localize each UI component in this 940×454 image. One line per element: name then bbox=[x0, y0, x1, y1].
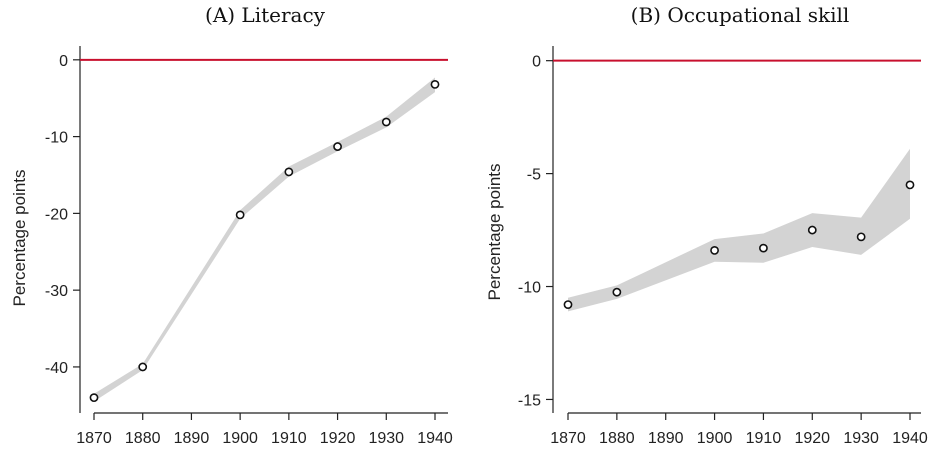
panel-b-point-estimate bbox=[905, 180, 915, 190]
panel-b-y-tick-label: -5 bbox=[527, 167, 541, 184]
panel-a-point-estimate bbox=[138, 362, 148, 372]
panel-b-x-tick-label: 1870 bbox=[550, 430, 586, 447]
panel-a-x-tick-label: 1920 bbox=[320, 430, 356, 447]
panel-b-point-estimate bbox=[710, 245, 719, 255]
panel-b-point-estimate bbox=[759, 243, 768, 253]
panel-b-y-tick-label: -10 bbox=[518, 280, 541, 297]
panel-b-x-tick-label: 1900 bbox=[697, 430, 733, 447]
panel-a-point-estimate bbox=[235, 210, 245, 220]
panel-a-point-estimate bbox=[333, 142, 342, 151]
panel-b-x-tick-label: 1930 bbox=[843, 430, 879, 447]
panel-a-point-estimate bbox=[381, 117, 391, 127]
panel-a-title: (A) Literacy bbox=[205, 3, 326, 27]
panel-a-y-tick-label: -10 bbox=[45, 130, 68, 147]
panel-a-point-estimate bbox=[284, 167, 294, 177]
panel-b-title: (B) Occupational skill bbox=[631, 3, 850, 27]
panel-b-x-tick-label: 1890 bbox=[648, 430, 684, 447]
panel-a-x-tick-label: 1880 bbox=[125, 430, 161, 447]
panel-b-point-estimate bbox=[612, 287, 622, 297]
panel-a-y-tick-label: 0 bbox=[59, 53, 68, 70]
panel-a-literacy: (A) Literacy Percentage points 0 -10 -20 -3… bbox=[10, 3, 453, 447]
panel-a-x-tick-label: 1890 bbox=[174, 430, 210, 447]
panel-a-x-tick-label: 1900 bbox=[222, 430, 258, 447]
panel-b-y-axis-label: Percentage points bbox=[485, 163, 504, 300]
panel-b-x-tick-label: 1910 bbox=[746, 430, 782, 447]
panel-a-y-axis-label: Percentage points bbox=[10, 169, 29, 306]
panel-b-x-tick-label: 1940 bbox=[892, 430, 928, 447]
panel-a-point-estimate bbox=[430, 79, 440, 89]
panel-a-y-tick-label: -20 bbox=[45, 206, 68, 223]
panel-a-y-tick-label: -30 bbox=[45, 283, 68, 300]
panel-a-x-tick-label: 1870 bbox=[76, 430, 112, 447]
panel-b-x-tick-label: 1920 bbox=[794, 430, 830, 447]
panel-b-x-tick-label: 1880 bbox=[599, 430, 635, 447]
panel-a-point-estimate bbox=[89, 393, 99, 403]
panel-b-point-estimate bbox=[856, 232, 866, 242]
panel-b-y-tick-label: 0 bbox=[532, 54, 541, 71]
panel-b-point-estimate bbox=[563, 300, 573, 309]
panel-b-occupational-skill: (B) Occupational skill Percentage points… bbox=[485, 3, 928, 447]
panel-a-x-tick-label: 1930 bbox=[368, 430, 404, 447]
panel-b-y-tick-label: -15 bbox=[518, 392, 541, 409]
panel-b-confidence-band bbox=[568, 148, 910, 312]
panel-a-y-tick-label: -40 bbox=[45, 360, 68, 377]
panel-b-point-estimate bbox=[807, 225, 817, 235]
panel-a-x-tick-label: 1940 bbox=[417, 430, 453, 447]
panel-a-confidence-band bbox=[94, 77, 435, 402]
panel-a-x-tick-label: 1910 bbox=[271, 430, 307, 447]
